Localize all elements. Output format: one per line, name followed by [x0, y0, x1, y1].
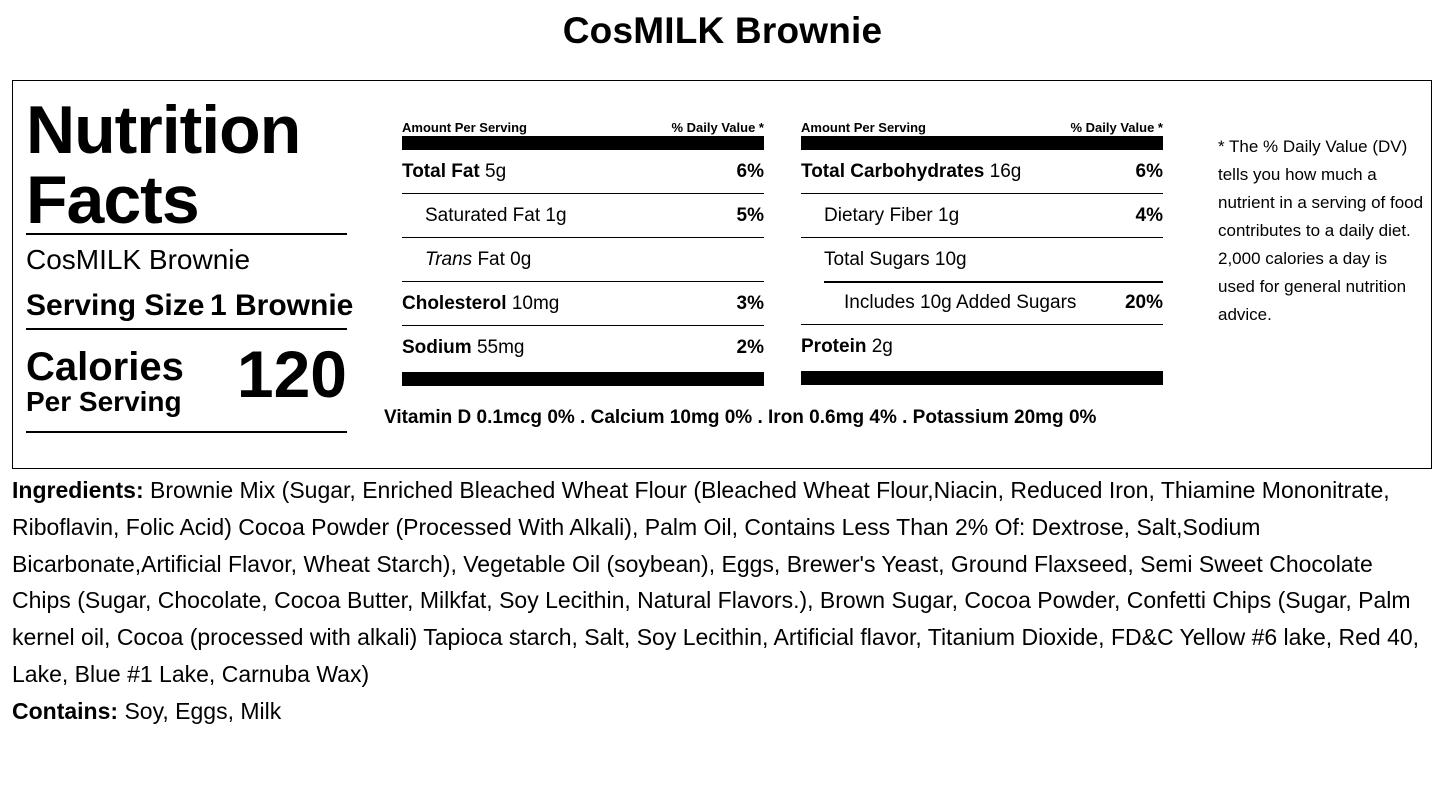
nutrient-row-protein: Protein 2g: [801, 325, 1163, 368]
nutrient-row-total-fat: Total Fat 5g 6%: [402, 150, 764, 194]
divider: [824, 281, 1163, 283]
nutrient-table-right: Amount Per Serving % Daily Value * Total…: [801, 115, 1163, 385]
nutrient-amount: 2g: [871, 335, 893, 357]
divider: [26, 233, 347, 235]
per-serving-label: Per Serving: [26, 386, 182, 417]
nutrient-name: Trans: [425, 248, 473, 270]
nutrient-name: Total Fat: [402, 160, 480, 182]
nutrient-amount: Fat 0g: [477, 248, 532, 270]
daily-value-header: % Daily Value *: [1070, 120, 1164, 135]
nutrient-name: Includes 10g Added Sugars: [844, 291, 1077, 313]
divider: [26, 328, 347, 330]
amount-per-serving-header: Amount Per Serving: [801, 120, 926, 135]
nutrient-dv: 20%: [1124, 291, 1163, 313]
nutrient-amount: 16g: [989, 160, 1022, 182]
nutrient-table-left: Amount Per Serving % Daily Value * Total…: [402, 115, 764, 386]
nutrient-amount: 1g: [938, 204, 960, 226]
nutrient-dv: 6%: [736, 160, 764, 182]
nutrient-row-saturated-fat: Saturated Fat 1g 5%: [402, 194, 764, 238]
nutrient-row-total-carbohydrates: Total Carbohydrates 16g 6%: [801, 150, 1163, 194]
nutrient-name: Cholesterol: [402, 292, 507, 314]
heading-line-1: Nutrition: [26, 92, 301, 168]
ingredients-section: Ingredients: Brownie Mix (Sugar, Enriche…: [12, 472, 1432, 693]
nutrition-facts-heading: Nutrition Facts: [26, 95, 356, 235]
contains-text: Soy, Eggs, Milk: [124, 698, 282, 724]
serving-size-value: 1 Brownie: [210, 289, 354, 322]
nutrient-row-trans-fat: Trans Fat 0g: [402, 238, 764, 282]
daily-value-footnote: * The % Daily Value (DV) tells you how m…: [1218, 137, 1424, 324]
nutrient-amount: 10mg: [511, 292, 560, 314]
nutrient-dv: 5%: [736, 204, 764, 226]
calories-value: 120: [236, 337, 347, 411]
thick-divider: [402, 372, 764, 386]
ingredients-text: Brownie Mix (Sugar, Enriched Bleached Wh…: [12, 477, 1420, 687]
thick-divider: [801, 371, 1163, 385]
heading-line-2: Facts: [26, 162, 200, 238]
calories-label: Calories: [26, 345, 184, 389]
nutrient-row-added-sugars: Includes 10g Added Sugars 20%: [801, 281, 1163, 325]
nutrient-dv: 4%: [1135, 204, 1163, 226]
nutrient-row-dietary-fiber: Dietary Fiber 1g 4%: [801, 194, 1163, 238]
contains-label: Contains:: [12, 698, 119, 724]
daily-value-header: % Daily Value *: [671, 120, 765, 135]
product-name: CosMILK Brownie: [26, 244, 251, 275]
amount-per-serving-header: Amount Per Serving: [402, 120, 527, 135]
thick-divider: [402, 136, 764, 150]
nutrient-dv: 6%: [1135, 160, 1163, 182]
nutrition-label: Nutrition Facts CosMILK Brownie Serving …: [12, 80, 1432, 469]
nutrient-amount: 5g: [485, 160, 507, 182]
nutrient-name: Protein: [801, 335, 867, 357]
vitamins-minerals-line: Vitamin D 0.1mcg 0% . Calcium 10mg 0% . …: [384, 407, 1097, 428]
thick-divider: [801, 136, 1163, 150]
allergens-section: Contains: Soy, Eggs, Milk: [12, 693, 281, 729]
nutrient-dv: 2%: [736, 336, 764, 358]
nutrient-amount: 55mg: [476, 336, 525, 358]
nutrient-amount: 10g: [934, 248, 967, 270]
nutrient-row-sodium: Sodium 55mg 2%: [402, 326, 764, 369]
divider: [26, 431, 347, 433]
page-title: CosMILK Brownie: [562, 10, 883, 51]
nutrient-name: Total Sugars: [824, 248, 930, 270]
nutrient-amount: 1g: [545, 204, 567, 226]
serving-size-label: Serving Size: [26, 289, 205, 322]
nutrient-name: Saturated Fat: [425, 204, 541, 226]
nutrient-name: Total Carbohydrates: [801, 160, 985, 182]
nutrient-name: Sodium: [402, 336, 472, 358]
nutrient-dv: 3%: [736, 292, 764, 314]
nutrient-name: Dietary Fiber: [824, 204, 933, 226]
nutrient-row-cholesterol: Cholesterol 10mg 3%: [402, 282, 764, 326]
nutrient-row-total-sugars: Total Sugars 10g: [801, 238, 1163, 283]
ingredients-label: Ingredients:: [12, 477, 144, 503]
